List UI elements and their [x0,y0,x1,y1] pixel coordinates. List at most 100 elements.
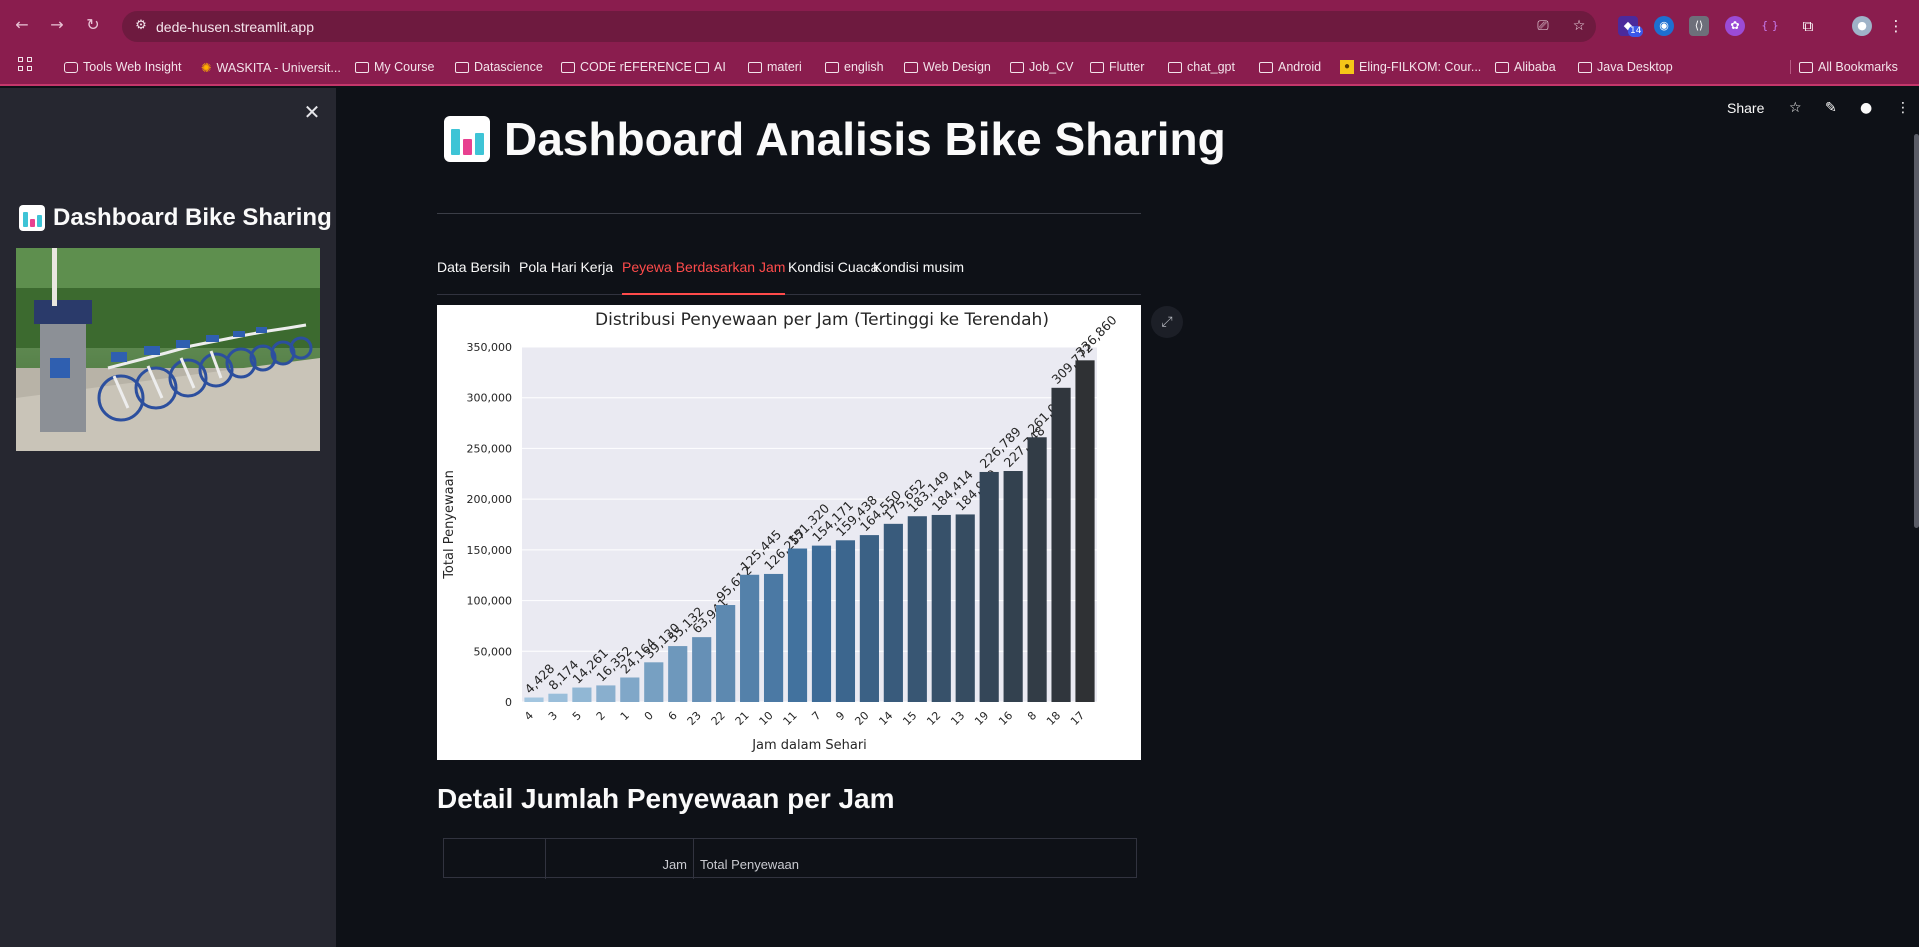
reload-icon[interactable]: ↻ [86,15,100,34]
bookmark-label: Job_CV [1029,60,1074,74]
scrollbar[interactable] [1914,134,1919,528]
bookmark-folder[interactable]: english [825,60,884,74]
bookmark-folder[interactable]: chat_gpt [1168,60,1235,74]
bookmark-label: Eling-FILKOM: Cour... [1359,60,1482,74]
folder-icon [825,61,839,73]
x-tick-label: 4 [522,709,536,723]
folder-icon [561,61,575,73]
x-tick-label: 14 [876,709,895,728]
extension-icon-4[interactable]: ✿ [1725,16,1745,36]
fullscreen-expand-icon[interactable]: ⤢ [1151,306,1183,338]
extension-icon-3[interactable]: ⟨⟩ [1689,16,1709,36]
sidebar: ✕ Dashboard Bike Sharing [0,88,336,947]
bar-chart-icon [444,116,490,162]
table-header-index [444,839,546,879]
x-tick-label: 18 [1044,709,1063,728]
extension-icon-1[interactable]: ◆ 14 [1618,16,1644,37]
install-app-icon[interactable]: ⎚ [1537,18,1549,34]
bookmark-label: chat_gpt [1187,60,1235,74]
extension-icon-2[interactable]: ◉ [1654,16,1674,36]
divider [437,213,1141,214]
bookmarks-bar: Tools Web Insight ✺ WASKITA - Universit..… [0,52,1919,86]
bookmark-folder[interactable]: My Course [355,60,434,74]
edit-pencil-icon[interactable]: ✎ [1825,100,1837,116]
bookmark-item[interactable]: ✺ WASKITA - Universit... [201,60,341,76]
folder-icon [1495,61,1509,73]
bookmark-folder[interactable]: Job_CV [1010,60,1073,74]
bar [883,523,903,702]
tab-data-bersih[interactable]: Data Bersih [437,259,511,275]
y-tick-label: 50,000 [474,645,513,658]
bookmark-item[interactable]: ● Eling-FILKOM: Cour... [1340,60,1481,74]
bulb-icon: ● [1340,60,1354,74]
bar [907,516,927,702]
bar [1075,360,1095,702]
x-tick-label: 10 [757,709,776,728]
section-title: Detail Jumlah Penyewaan per Jam [437,783,895,814]
bookmark-folder[interactable]: CODE rEFERENCE [561,60,692,74]
bookmark-folder[interactable]: Datascience [455,60,543,74]
tab-kondisi-musim[interactable]: Kondisi musim [873,259,965,275]
bookmark-folder[interactable]: Web Design [904,60,991,74]
folder-icon [1799,61,1813,73]
y-tick-label: 150,000 [467,544,513,557]
x-tick-label: 17 [1068,709,1087,728]
browser-menu-icon[interactable]: ⋮ [1888,17,1904,35]
x-tick-label: 22 [709,709,728,728]
tab-peyewa-berdasarkan-jam[interactable]: Peyewa Berdasarkan Jam [622,259,786,295]
y-tick-label: 0 [505,696,512,709]
table-header-total-penyewaan: Total Penyewaan [700,857,800,872]
bar [620,677,640,702]
address-bar[interactable]: ⚙ dede-husen.streamlit.app ⎚ ☆ [122,11,1596,42]
apps-grid-icon[interactable] [18,57,34,73]
tab-pola-hari-kerja[interactable]: Pola Hari Kerja [519,259,614,275]
bookmark-folder[interactable]: AI [695,60,726,74]
bookmark-folder[interactable]: Flutter [1090,60,1144,74]
site-info-icon[interactable]: ⚙ [135,18,147,33]
bar [572,687,592,702]
page-title-text: Dashboard Analisis Bike Sharing [504,113,1226,165]
chart-container: Distribusi Penyewaan per Jam (Tertinggi … [437,305,1141,760]
dataframe-table[interactable]: Jam Total Penyewaan [443,838,1137,879]
bookmark-folder[interactable]: materi [748,60,802,74]
bar [1051,387,1071,702]
forward-icon[interactable]: → [50,15,64,34]
app-menu-icon[interactable]: ⋮ [1896,100,1910,116]
x-tick-label: 21 [733,709,752,728]
sidebar-title-text: Dashboard Bike Sharing [53,204,332,231]
bookmark-label: Flutter [1109,60,1145,74]
bookmark-item[interactable]: Tools Web Insight [64,60,181,74]
share-button[interactable]: Share [1727,100,1765,116]
all-bookmarks[interactable]: All Bookmarks [1790,60,1898,74]
extension-icon-5[interactable]: { } [1761,19,1779,32]
bar [859,535,879,702]
bookmark-star-icon[interactable]: ☆ [1572,18,1586,34]
extensions-puzzle-icon[interactable]: ⧉ [1802,17,1814,35]
bar [716,605,736,702]
close-sidebar-icon[interactable]: ✕ [303,100,321,124]
page-icon [64,61,78,73]
star-icon[interactable]: ☆ [1789,100,1802,116]
bookmark-folder[interactable]: Android [1259,60,1321,74]
bookmark-folder[interactable]: Java Desktop [1578,60,1673,74]
x-tick-label: 16 [996,709,1015,728]
profile-avatar[interactable]: ● [1852,16,1872,36]
back-icon[interactable]: ← [15,15,29,34]
bookmark-folder[interactable]: Alibaba [1495,60,1556,74]
bar [740,574,760,702]
bookmark-label: Web Design [923,60,991,74]
bookmark-label: AI [714,60,726,74]
github-icon[interactable]: ● [1860,100,1873,116]
bookmark-label: Datascience [474,60,543,74]
tab-kondisi-cuaca[interactable]: Kondisi Cuaca [788,259,879,275]
x-tick-label: 9 [833,709,847,723]
bookmark-label: english [844,60,884,74]
bar [787,548,808,702]
bar [668,646,688,702]
bookmark-label: materi [767,60,802,74]
y-tick-label: 300,000 [467,392,513,405]
extension-badge: 14 [1628,26,1644,37]
x-tick-label: 3 [546,709,560,723]
bar [835,540,856,702]
url-text[interactable]: dede-husen.streamlit.app [156,19,314,35]
